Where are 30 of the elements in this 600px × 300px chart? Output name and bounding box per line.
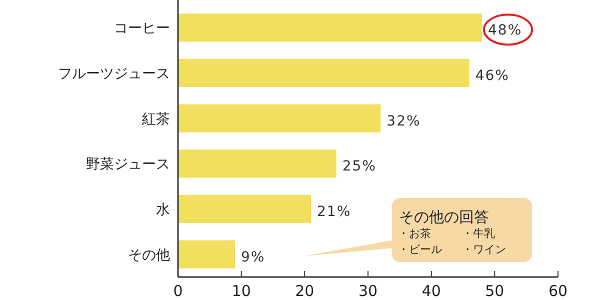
data-label: 21% <box>317 204 352 220</box>
x-tick-label: 50 <box>485 282 504 300</box>
y-tick-label: コーヒー <box>114 20 170 37</box>
x-tick-label: 20 <box>295 282 314 300</box>
x-tick-label: 60 <box>548 282 568 300</box>
annotation: その他の回答 <box>399 208 489 226</box>
data-label: 48% <box>488 22 522 39</box>
annotation: ・ワイン <box>462 243 506 256</box>
y-tick-label: その他 <box>128 247 170 264</box>
data-label: 32% <box>386 113 421 130</box>
x-tick-label: 30 <box>358 282 378 300</box>
bar <box>178 14 482 42</box>
y-tick-label: 水 <box>156 202 170 218</box>
y-tick-label: 紅茶 <box>142 111 170 128</box>
bar <box>178 240 235 268</box>
bar <box>178 150 336 178</box>
x-tick-label: 10 <box>232 282 251 300</box>
x-tick-label: 0 <box>173 282 183 300</box>
y-tick-label: フルーツジュース <box>58 66 170 82</box>
data-label: 9% <box>241 249 266 266</box>
annotation: ・牛乳 <box>462 227 495 240</box>
bar <box>178 104 381 132</box>
data-label: 25% <box>342 158 376 175</box>
x-tick-label: 40 <box>422 282 441 300</box>
annotation: ・お茶 <box>398 227 431 240</box>
bar <box>178 58 470 88</box>
bar <box>178 194 311 224</box>
data-label: 46% <box>475 68 510 84</box>
y-tick-label: 野菜ジュース <box>86 156 170 173</box>
annotation: ・ビール <box>398 243 442 256</box>
